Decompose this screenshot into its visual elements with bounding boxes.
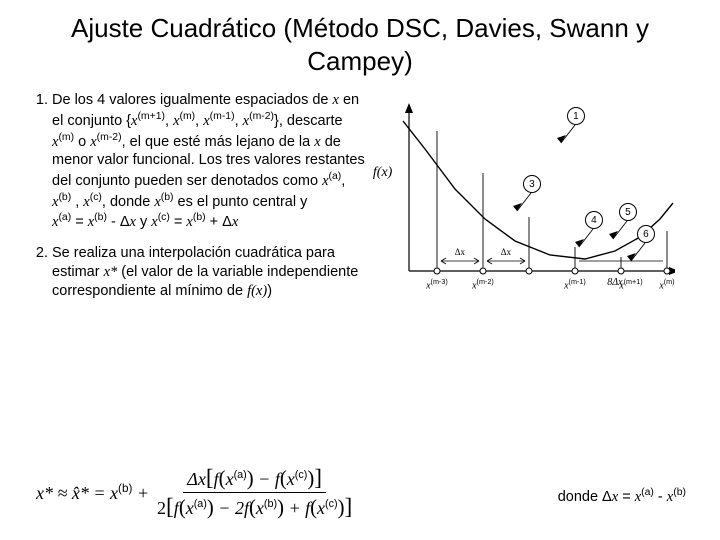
list-item-1: De los 4 valores igualmente espaciados d…: [52, 91, 367, 232]
axis-label: x(m-1): [564, 277, 586, 291]
axis-label: x(m-2): [472, 277, 494, 291]
node-circle: 3: [523, 175, 541, 193]
figure-column: f(x) 13456 x(m-3)x(m-2)x(m-1)8Δxx(m+1)x(…: [375, 91, 692, 321]
axis-label: x(m): [659, 277, 674, 291]
node-circle: 1: [567, 107, 585, 125]
node-circle: 6: [637, 225, 655, 243]
function-graph: f(x) 13456 x(m-3)x(m-2)x(m-1)8Δxx(m+1)x(…: [375, 101, 675, 321]
axis-label: x(m-3): [426, 277, 448, 291]
text-column: De los 4 valores igualmente espaciados d…: [28, 91, 367, 321]
axis-label: x(m+1): [619, 277, 642, 291]
page-title: Ajuste Cuadrático (Método DSC, Davies, S…: [28, 12, 692, 77]
formula: x* ≈ x̂* = x(b) + Δx[f(x(a)) − f(x(c))] …: [36, 466, 436, 520]
node-circle: 5: [619, 203, 637, 221]
where-note: donde Δx = x(a) - x(b): [558, 487, 686, 506]
delta-x-label: Δx: [455, 247, 465, 257]
node-circle: 4: [585, 211, 603, 229]
delta-x-label: Δx: [501, 247, 511, 257]
list-item-2: Se realiza una interpolación cuadrática …: [52, 244, 367, 301]
